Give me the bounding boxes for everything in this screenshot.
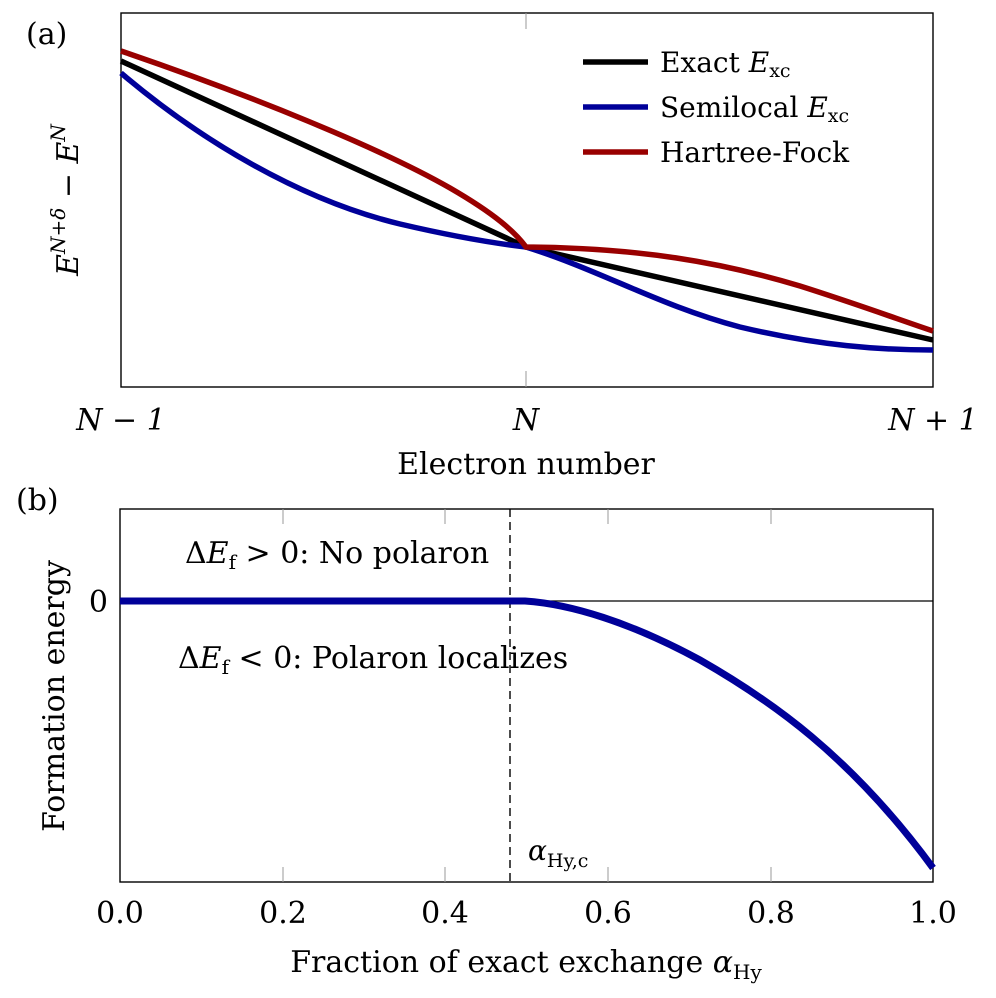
panel-b-xtick-0: 0.0 — [96, 896, 144, 931]
panel-a-label: (a) — [26, 17, 67, 52]
formation-energy-curve — [120, 597, 936, 871]
legend-label-exact: Exact Exc — [660, 46, 791, 82]
panel-b-frame — [119, 508, 934, 883]
annotation-polaron-localizes: ΔEf < 0: Polaron localizes — [178, 641, 568, 679]
panel-a: (a) Exact Exc Semilocal Exc Hartree-Fock… — [26, 12, 978, 482]
annotation-no-polaron: ΔEf > 0: No polaron — [185, 536, 489, 574]
panel-b-ytick-zero: 0 — [89, 585, 108, 620]
panel-b-xtick-2: 0.4 — [421, 896, 469, 931]
panel-a-xtick-n: N — [512, 403, 541, 438]
legend: Exact Exc Semilocal Exc Hartree-Fock — [583, 46, 850, 169]
panel-b: (b) ΔEf > 0: No polaron ΔEf < 0: Polaron… — [16, 483, 957, 984]
panel-a-xlabel: Electron number — [397, 447, 655, 482]
panel-b-xtick-3: 0.6 — [584, 896, 632, 931]
panel-b-xtick-5: 1.0 — [909, 896, 957, 931]
panel-b-xtick-1: 0.2 — [259, 896, 307, 931]
panel-b-tick-marks — [282, 509, 772, 882]
panel-a-xtick-n-plus-1: N + 1 — [887, 403, 978, 438]
panel-b-ylabel: Formation energy — [37, 560, 72, 832]
panel-b-xlabel: Fraction of exact exchange αHy — [290, 945, 762, 984]
panel-a-ylabel: EN+δ − EN — [46, 123, 86, 277]
panel-a-frame — [120, 12, 934, 388]
critical-alpha-label: αHy,c — [528, 834, 588, 872]
panel-b-xtick-4: 0.8 — [747, 896, 795, 931]
legend-label-hartree-fock: Hartree-Fock — [660, 136, 850, 169]
panel-a-xtick-n-minus-1: N − 1 — [75, 403, 166, 438]
panel-b-label: (b) — [16, 483, 59, 518]
legend-label-semilocal: Semilocal Exc — [660, 91, 849, 127]
curve-hartree-fock — [120, 48, 934, 334]
